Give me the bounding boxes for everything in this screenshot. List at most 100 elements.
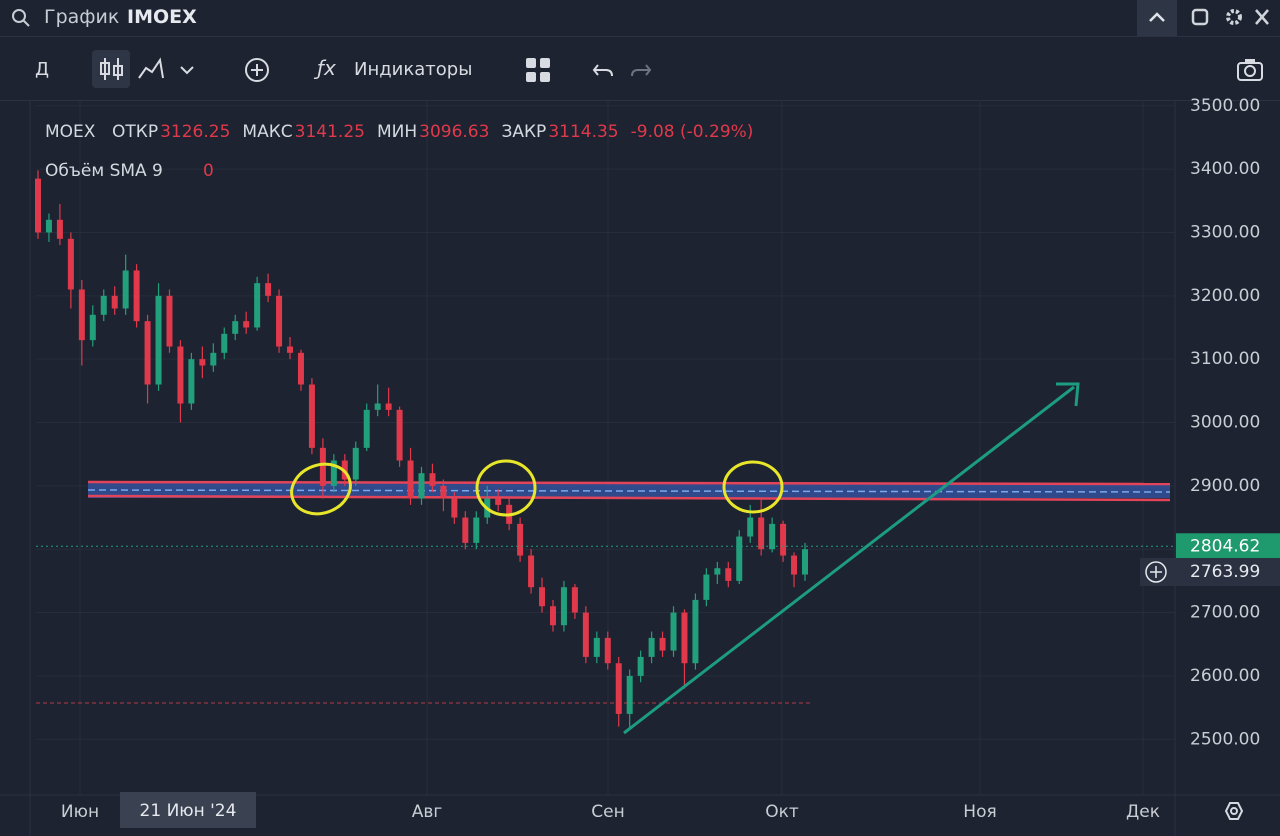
y-tick-label: 3300.00 [1190, 222, 1260, 242]
candle-body [319, 447, 326, 486]
candle-body [297, 352, 304, 385]
candle-body [791, 555, 798, 575]
undo-redo[interactable] [590, 55, 670, 85]
y-tick-label: 3500.00 [1190, 96, 1260, 116]
indicators-button[interactable]: Индикаторы [354, 59, 473, 80]
candle-body [199, 359, 206, 366]
candle-body [363, 409, 370, 448]
candle-body [692, 599, 699, 664]
legend-value: 3114.35 [548, 122, 618, 142]
candle-body [276, 295, 283, 347]
candles-button[interactable] [92, 50, 130, 88]
support-band [87, 480, 1171, 502]
y-tick-label: 2700.00 [1190, 603, 1260, 623]
candle-body [166, 295, 173, 347]
cursor-price-tag [1140, 558, 1280, 587]
candle-body [155, 295, 162, 385]
candle-body [528, 555, 535, 588]
candle-body [473, 517, 480, 543]
volume-legend: Объём SMA 9 [45, 161, 163, 181]
search-icon[interactable] [10, 7, 32, 29]
chart-type-button[interactable] [136, 50, 196, 88]
candle-body [648, 637, 655, 657]
candle-body [221, 333, 228, 353]
candle-body [407, 460, 414, 499]
candle-body [100, 295, 107, 315]
legend-label: ОТКР [112, 122, 158, 142]
candle-body [539, 587, 546, 607]
candle-body [352, 447, 359, 480]
legend-label: МАКС [242, 122, 292, 142]
candle-body [637, 656, 644, 676]
y-tick-label: 2600.00 [1190, 666, 1260, 686]
candle-body [517, 523, 524, 556]
candle-body [177, 346, 184, 404]
candle-body [111, 295, 118, 309]
candle-body [440, 485, 447, 499]
candle-body [780, 523, 787, 556]
annotations [290, 382, 1080, 735]
candle-body [396, 409, 403, 461]
last-price-tag [1176, 533, 1280, 560]
candle-body [144, 321, 151, 385]
candle-body [758, 517, 765, 550]
candle-body [582, 612, 589, 657]
candle-body [451, 498, 458, 518]
x-tick-label: Сен [591, 802, 624, 822]
candle-body [747, 517, 754, 537]
layout-button[interactable] [524, 55, 554, 85]
add-button[interactable] [243, 55, 273, 85]
legend-label: ЗАКР [501, 122, 546, 142]
candle-body [67, 238, 74, 290]
candle-body [56, 219, 63, 239]
candle-body [560, 587, 567, 626]
y-tick-label: 3200.00 [1190, 286, 1260, 306]
cursor-price-label: 2763.99 [1190, 562, 1260, 582]
candle-body [330, 460, 337, 486]
candle-body [462, 517, 469, 543]
legend: ОТКР 3126.25 МАКС 3141.25 МИН 3096.63 ЗАКР 3114… [112, 122, 753, 142]
legend-value: 3141.25 [295, 122, 365, 142]
candle-body [703, 574, 710, 600]
candle-body [670, 612, 677, 651]
screenshot-button[interactable] [1236, 55, 1266, 85]
legend-value: 3126.25 [160, 122, 230, 142]
x-tick-label: Дек [1126, 802, 1160, 822]
legend-symbol: MOEX [45, 122, 96, 142]
window-controls[interactable] [1188, 0, 1278, 36]
candle-body [604, 637, 611, 664]
candle-body [495, 498, 502, 505]
candle-body [308, 384, 315, 448]
add-alert-icon [1150, 566, 1162, 579]
candle-body [210, 352, 217, 366]
candle-body [714, 568, 721, 575]
candle-body [265, 283, 272, 296]
add-alert-icon [1145, 561, 1167, 583]
candle-body [571, 587, 578, 613]
legend-label: МИН [377, 122, 417, 142]
candle-body [626, 675, 633, 714]
candle-body [254, 283, 261, 328]
fx-icon[interactable]: ƒx [317, 56, 336, 80]
candle-body [385, 403, 392, 410]
candle-body [78, 289, 85, 341]
crosshair-date: 21 Июн '24 [140, 801, 237, 821]
y-tick-label: 3000.00 [1190, 413, 1260, 433]
y-tick-label: 2900.00 [1190, 476, 1260, 496]
candle-body [35, 178, 41, 233]
candle-body [593, 637, 600, 657]
candle-body [681, 612, 688, 664]
candle-body [725, 568, 732, 581]
candle-body [188, 359, 195, 404]
candle-body [429, 473, 436, 486]
candle-body [374, 403, 381, 410]
settings-button[interactable] [1224, 802, 1244, 820]
candle-body [89, 314, 96, 341]
collapse-button[interactable] [1137, 0, 1177, 36]
candle-body [418, 473, 425, 499]
y-tick-label: 3100.00 [1190, 349, 1260, 369]
toolbar: Д ƒx Индикаторы [0, 40, 1280, 101]
interval-button[interactable]: Д [35, 59, 50, 80]
y-tick-label: 3400.00 [1190, 159, 1260, 179]
